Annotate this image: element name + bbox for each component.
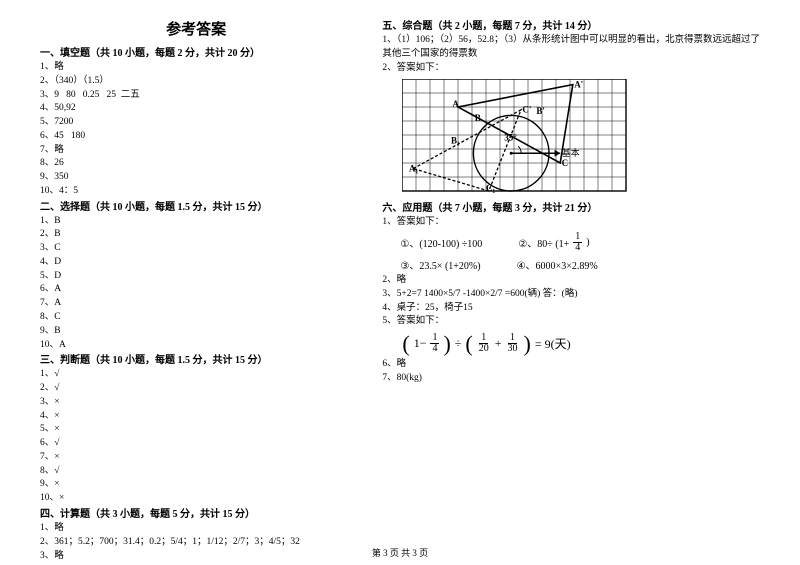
formula-result: = 9(天) [535, 335, 571, 352]
sec3-item: 2、√ [40, 382, 352, 396]
sec2-item: 7、A [40, 297, 352, 311]
frac-c: 1 30 [506, 333, 520, 354]
rparen-icon: ) [524, 334, 531, 354]
lparen-icon: ( [465, 334, 472, 354]
rparen-icon: ) [443, 334, 450, 354]
sec3-head: 三、判断题（共 10 小题，每题 1.5 分，共计 15 分） [40, 354, 352, 368]
geometry-diagram: 基本 A B C A' B' C' A₁ B₁ C₁ 35° [402, 79, 760, 196]
sec1-item: 3、9 80 0.25 25 二五 [40, 89, 352, 103]
eq1b-post: ) [586, 237, 589, 248]
sec1-item: 7、略 [40, 144, 352, 158]
right-column: 五、综合题（共 2 小题，每题 7 分，共计 14 分） 1、（1）106；（2… [382, 18, 760, 528]
svg-text:A: A [453, 99, 460, 109]
sec1-head: 一、填空题（共 10 小题，每题 2 分，共计 20 分） [40, 47, 352, 61]
sec6-line: 2、略 [382, 274, 760, 288]
eq1a: ①、(120-100) ÷100 [400, 235, 482, 250]
sec1-item: 8、26 [40, 157, 352, 171]
sec2-item: 3、C [40, 242, 352, 256]
sec6-line: 1、答案如下： [382, 216, 760, 230]
sec1-item: 6、45 180 [40, 130, 352, 144]
eq-row-2: ③、23.5× (1+20%) ④、6000×3×2.89% [400, 257, 760, 272]
frac-b: 1 20 [477, 333, 491, 354]
sec4-head: 四、计算题（共 3 小题，每题 5 分，共计 15 分） [40, 508, 352, 522]
sec3-item: 9、× [40, 478, 352, 492]
sec6-line: 7、80(kg) [382, 372, 760, 386]
lparen-icon: ( [402, 334, 409, 354]
sec5-line: 其他三个国家的得票数 [382, 48, 760, 62]
sec5-line: 1、（1）106；（2）56，52.8；（3）从条形统计图中可以明显的看出，北京… [382, 34, 760, 48]
sec3-item: 6、√ [40, 437, 352, 451]
sec2-head: 二、选择题（共 10 小题，每题 1.5 分，共计 15 分） [40, 201, 352, 215]
sec1-item: 9、350 [40, 171, 352, 185]
sec2-item: 1、B [40, 215, 352, 229]
eq2b: ④、6000×3×2.89% [517, 257, 598, 272]
page-footer: 第 3 页 共 3 页 [0, 546, 800, 559]
sec2-item: 8、C [40, 311, 352, 325]
sec1-item: 2、（340）（1.5） [40, 75, 352, 89]
svg-text:B₁: B₁ [451, 136, 460, 146]
sec2-item: 2、B [40, 228, 352, 242]
sec3-item: 3、× [40, 396, 352, 410]
eq1b-pre: ②、80÷ (1+ [518, 235, 569, 250]
svg-text:C: C [562, 158, 569, 168]
sec2-item: 9、B [40, 325, 352, 339]
sec3-item: 4、× [40, 410, 352, 424]
svg-text:35°: 35° [505, 133, 518, 143]
svg-text:A': A' [575, 80, 584, 90]
sec2-item: 6、A [40, 283, 352, 297]
svg-text:C': C' [523, 105, 532, 115]
sec4-item: 1、略 [40, 522, 352, 536]
sec5-line: 2、答案如下： [382, 62, 760, 76]
page-columns: 参考答案 一、填空题（共 10 小题，每题 2 分，共计 20 分） 1、略 2… [40, 18, 760, 528]
sec3-item: 1、√ [40, 368, 352, 382]
left-column: 参考答案 一、填空题（共 10 小题，每题 2 分，共计 20 分） 1、略 2… [40, 18, 352, 528]
eq-row-1: ①、(120-100) ÷100 ②、80÷ (1+ 1 4 ) [400, 232, 760, 253]
svg-text:C₁: C₁ [486, 183, 495, 193]
sec2-item: 10、A [40, 339, 352, 353]
sec6-head: 六、应用题（共 7 小题，每题 3 分，共计 21 分） [382, 202, 760, 216]
svg-text:B': B' [537, 106, 546, 116]
eq2a: ③、23.5× (1+20%) [400, 257, 480, 272]
sec6-line: 6、略 [382, 358, 760, 372]
sec6-line: 4、桌子：25，椅子15 [382, 302, 760, 316]
eq1b-frac: 1 4 [573, 232, 582, 253]
sec3-item: 7、× [40, 451, 352, 465]
svg-text:基本: 基本 [562, 147, 580, 158]
sec3-item: 8、√ [40, 465, 352, 479]
page-title: 参考答案 [40, 18, 352, 39]
sec1-item: 4、50,92 [40, 102, 352, 116]
svg-text:B: B [475, 113, 481, 123]
sec1-item: 5、7200 [40, 116, 352, 130]
formula-5: ( 1− 1 4 ) ÷ ( 1 20 + 1 30 ) = 9(天) [402, 333, 760, 354]
sec6-line: 3、5+2=7 1400×5/7 -1400×2/7 =600(辆) 答：(略) [382, 288, 760, 302]
sec5-head: 五、综合题（共 2 小题，每题 7 分，共计 14 分） [382, 20, 760, 34]
sec2-item: 5、D [40, 270, 352, 284]
sec1-item: 1、略 [40, 61, 352, 75]
frac-a: 1 4 [430, 333, 439, 354]
sec1-item: 10、4：5 [40, 185, 352, 199]
sec3-item: 10、× [40, 492, 352, 506]
sec3-item: 5、× [40, 423, 352, 437]
sec6-line: 5、答案如下： [382, 315, 760, 329]
sec2-item: 4、D [40, 256, 352, 270]
svg-text:A₁: A₁ [409, 164, 418, 174]
